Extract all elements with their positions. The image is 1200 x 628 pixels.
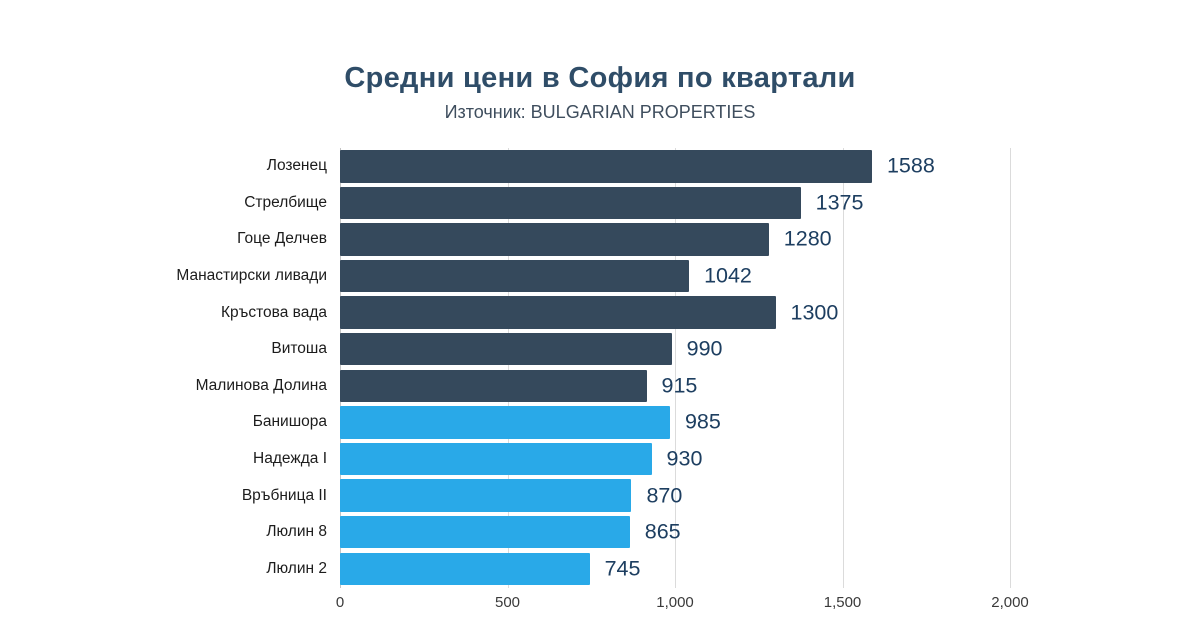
value-label: 915 bbox=[661, 373, 698, 398]
chart-row: Банишора 985 bbox=[0, 404, 1200, 441]
bar bbox=[340, 552, 590, 586]
value-label: 865 bbox=[644, 519, 681, 544]
value-label: 1300 bbox=[790, 300, 839, 325]
x-axis-tick-label: 0 bbox=[335, 594, 345, 611]
category-label: Люлин 8 bbox=[266, 523, 327, 541]
category-label: Люлин 2 bbox=[266, 559, 327, 577]
chart-row: Малинова Долина 915 bbox=[0, 368, 1200, 405]
x-axis-tick-label: 1,000 bbox=[656, 594, 694, 611]
value-label: 985 bbox=[684, 409, 721, 434]
bar-track: 1280 bbox=[340, 221, 1010, 258]
bar bbox=[340, 442, 652, 476]
bar-track: 1588 bbox=[340, 148, 1010, 185]
chart-row: Манастирски ливади 1042 bbox=[0, 258, 1200, 295]
bar bbox=[340, 515, 630, 549]
chart-row: Гоце Делчев 1280 bbox=[0, 221, 1200, 258]
bar bbox=[340, 406, 670, 439]
chart-row: Лозенец 1588 bbox=[0, 148, 1200, 185]
bar bbox=[340, 259, 690, 293]
category-label: Витоша bbox=[271, 340, 327, 358]
bar-track: 990 bbox=[340, 331, 1010, 368]
chart-row: Люлин 2 745 bbox=[0, 551, 1200, 588]
chart-row: Стрелбище 1375 bbox=[0, 185, 1200, 222]
chart-row: Люлин 8 865 bbox=[0, 514, 1200, 551]
bar bbox=[340, 186, 801, 220]
bar-track: 1042 bbox=[340, 258, 1010, 295]
category-label: Надежда I bbox=[253, 450, 327, 468]
value-label: 990 bbox=[686, 336, 723, 361]
bar bbox=[340, 223, 769, 256]
chart-rows: Лозенец 1588 Стрелбище 1375 Гоце Делчев 1280 М… bbox=[0, 148, 1200, 587]
chart-subtitle: Източник: BULGARIAN PROPERTIES bbox=[444, 102, 756, 122]
category-label: Гоце Делчев bbox=[237, 230, 327, 248]
chart-row: Кръстова вада 1300 bbox=[0, 294, 1200, 331]
bar bbox=[340, 296, 776, 329]
bar-track: 985 bbox=[340, 404, 1010, 441]
value-label: 930 bbox=[666, 446, 703, 471]
x-axis: 0 500 1,000 1,500 2,000 bbox=[336, 594, 1029, 616]
category-label: Манастирски ливади bbox=[176, 267, 327, 285]
chart-row: Надежда I 930 bbox=[0, 441, 1200, 478]
value-label: 1042 bbox=[704, 263, 752, 288]
x-axis-tick-label: 500 bbox=[494, 594, 521, 611]
chart-row: Връбница II 870 bbox=[0, 477, 1200, 514]
x-axis-tick-label: 2,000 bbox=[991, 594, 1029, 611]
category-label: Стрелбище bbox=[244, 193, 327, 211]
category-label: Банишора bbox=[252, 413, 327, 431]
bar-track: 1375 bbox=[340, 185, 1010, 222]
bar bbox=[340, 479, 632, 512]
bar bbox=[340, 332, 672, 366]
value-label: 745 bbox=[604, 556, 641, 581]
chart-title: Средни цени в София по квартали bbox=[344, 62, 856, 94]
chart-header: Средни цени в София по квартали Източник… bbox=[0, 62, 1200, 123]
category-label: Връбница II bbox=[241, 486, 327, 504]
bar-track: 745 bbox=[340, 551, 1010, 588]
category-label: Малинова Долина bbox=[195, 376, 327, 394]
bar-track: 870 bbox=[340, 477, 1010, 514]
bar-track: 1300 bbox=[340, 294, 1010, 331]
category-label: Кръстова вада bbox=[221, 303, 327, 321]
bar-track: 930 bbox=[340, 441, 1010, 478]
bar-chart: Лозенец 1588 Стрелбище 1375 Гоце Делчев 1280 М… bbox=[0, 148, 1200, 611]
chart-row: Витоша 990 bbox=[0, 331, 1200, 368]
value-label: 1375 bbox=[815, 190, 864, 215]
bar-track: 865 bbox=[340, 514, 1010, 551]
bar bbox=[340, 369, 647, 403]
bar bbox=[340, 150, 872, 183]
value-label: 1280 bbox=[783, 226, 832, 251]
x-axis-tick-label: 1,500 bbox=[823, 594, 862, 611]
value-label: 1588 bbox=[886, 153, 935, 178]
category-label: Лозенец bbox=[266, 157, 327, 175]
bar-track: 915 bbox=[340, 368, 1010, 405]
value-label: 870 bbox=[646, 483, 683, 508]
